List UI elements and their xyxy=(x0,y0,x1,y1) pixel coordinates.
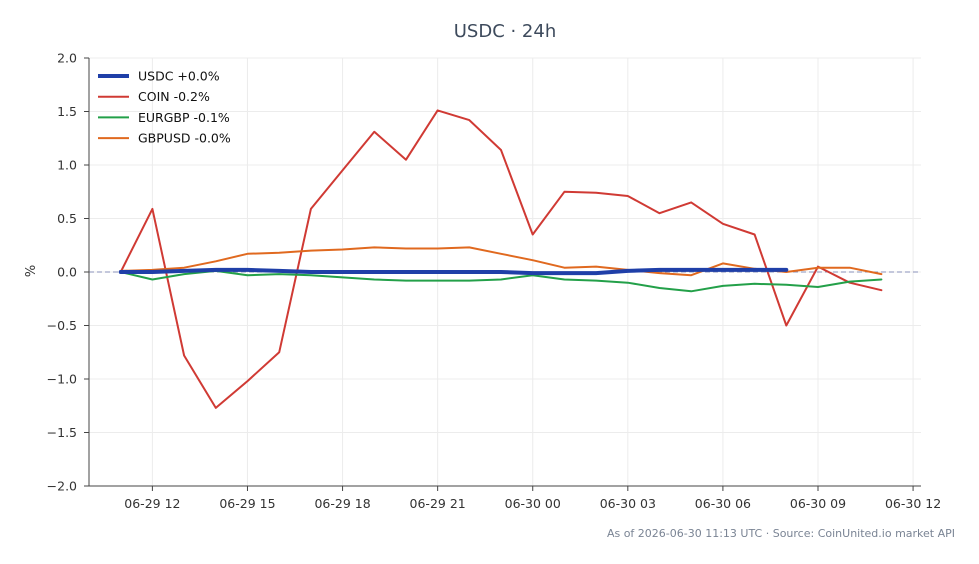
x-tick-label: 06-29 15 xyxy=(219,496,275,511)
y-tick-label: −1.0 xyxy=(47,372,77,387)
x-tick-label: 06-30 06 xyxy=(695,496,751,511)
y-tick-label: 2.0 xyxy=(57,51,77,66)
series-line-usdc xyxy=(118,267,789,276)
x-tick-label: 06-30 09 xyxy=(790,496,846,511)
legend-label: EURGBP -0.1% xyxy=(138,110,230,125)
axes: 2.0 1.5 1.0 0.5 0.0 −0.5 −1.0 −1.5 −2.0 06-29 12 0… xyxy=(47,51,942,512)
x-tick-label: 06-30 00 xyxy=(505,496,561,511)
y-tick-label: 1.5 xyxy=(57,104,77,119)
x-tick-label: 06-30 03 xyxy=(600,496,656,511)
y-tick-label: 0.5 xyxy=(57,211,77,226)
x-tick-label: 06-30 12 xyxy=(885,496,941,511)
plot-series xyxy=(118,109,883,409)
legend-label: COIN -0.2% xyxy=(138,89,210,104)
y-tick-label: −0.5 xyxy=(47,318,77,333)
y-tick-label: 0.0 xyxy=(57,265,77,280)
legend-label: USDC +0.0% xyxy=(138,69,220,84)
chart-title: USDC · 24h xyxy=(454,21,557,42)
y-tick-label: 1.0 xyxy=(57,158,77,173)
y-tick-label: −1.5 xyxy=(47,425,77,440)
legend: USDC +0.0% COIN -0.2% EURGBP -0.1% GBPUSD -… xyxy=(98,69,231,146)
chart-footer: As of 2026-06-30 11:13 UTC · Source: Coi… xyxy=(607,527,955,540)
y-axis-label: % xyxy=(24,265,39,277)
x-tick-label: 06-29 12 xyxy=(124,496,180,511)
x-tick-label: 06-29 18 xyxy=(314,496,370,511)
y-tick-label: −2.0 xyxy=(47,479,77,494)
legend-label: GBPUSD -0.0% xyxy=(138,131,231,146)
series-line-eurgbp xyxy=(119,269,883,293)
x-tick-label: 06-29 21 xyxy=(410,496,466,511)
series-line-coin xyxy=(119,109,883,409)
